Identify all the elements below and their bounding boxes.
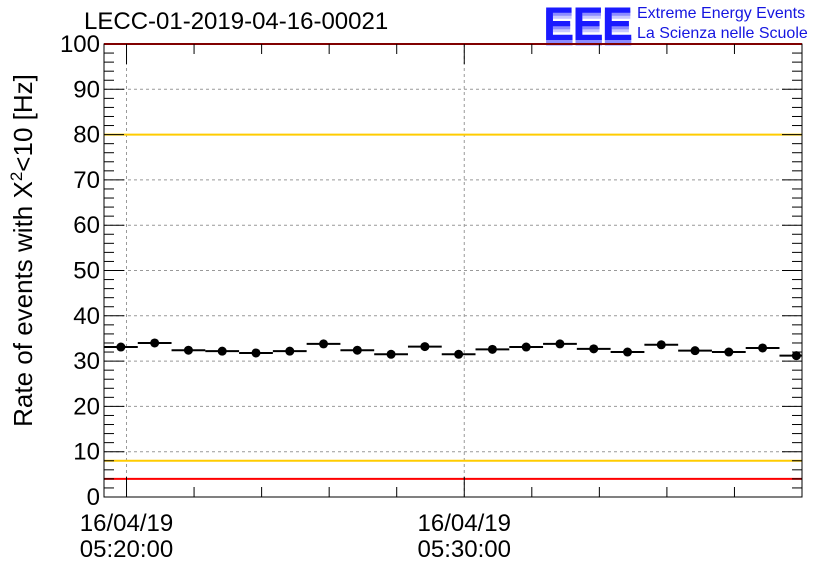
y-tick-labels: 0 10 20 30 40 50 60 70 80 90 100	[60, 31, 100, 511]
x-tick-label-date: 16/04/19	[418, 510, 511, 537]
axis-ticks	[104, 43, 803, 498]
data-point	[217, 346, 227, 356]
y-tick-label: 80	[73, 122, 100, 149]
chart-title: LECC-01-2019-04-16-00021	[84, 8, 389, 35]
data-point	[454, 349, 464, 359]
logo-mark: EEE	[543, 0, 633, 50]
y-tick-label: 40	[73, 303, 100, 330]
data-point	[724, 347, 734, 357]
x-tick-label-time: 05:20:00	[80, 536, 173, 563]
data-point	[150, 338, 160, 348]
data-points	[104, 338, 802, 361]
x-tick-label-date: 16/04/19	[80, 510, 173, 537]
x-tick-label-time: 05:30:00	[418, 536, 511, 563]
data-point	[656, 340, 666, 350]
y-tick-label: 30	[73, 348, 100, 375]
data-point	[690, 346, 700, 356]
data-point	[555, 339, 565, 349]
data-point	[285, 346, 295, 356]
data-point	[758, 343, 768, 353]
data-point	[251, 348, 261, 358]
data-point	[487, 344, 497, 354]
data-point	[116, 342, 126, 352]
eee-logo: EEE Extreme Energy Events La Scienza nel…	[543, 0, 833, 50]
reference-lines	[104, 43, 802, 480]
data-point	[623, 347, 632, 357]
data-point	[386, 349, 396, 359]
y-axis-title: Rate of events with X2<10 [Hz]	[7, 74, 38, 427]
y-tick-label: 50	[73, 258, 100, 285]
data-point	[183, 345, 193, 355]
grid-lines	[104, 44, 802, 497]
logo-text-line1: Extreme Energy Events	[637, 5, 806, 22]
data-point	[420, 342, 430, 352]
data-point	[352, 345, 362, 355]
logo-text-line2: La Scienza nelle Scuole	[637, 25, 808, 42]
y-tick-label: 10	[73, 439, 100, 466]
data-point	[791, 351, 801, 361]
y-tick-label: 90	[73, 76, 100, 103]
y-tick-label: 20	[73, 393, 100, 420]
y-tick-label: 60	[73, 212, 100, 239]
y-tick-label: 70	[73, 167, 100, 194]
data-point	[521, 342, 531, 352]
data-point	[319, 339, 329, 349]
data-point	[589, 344, 599, 354]
y-tick-label: 0	[87, 484, 100, 511]
y-tick-label: 100	[60, 31, 100, 58]
